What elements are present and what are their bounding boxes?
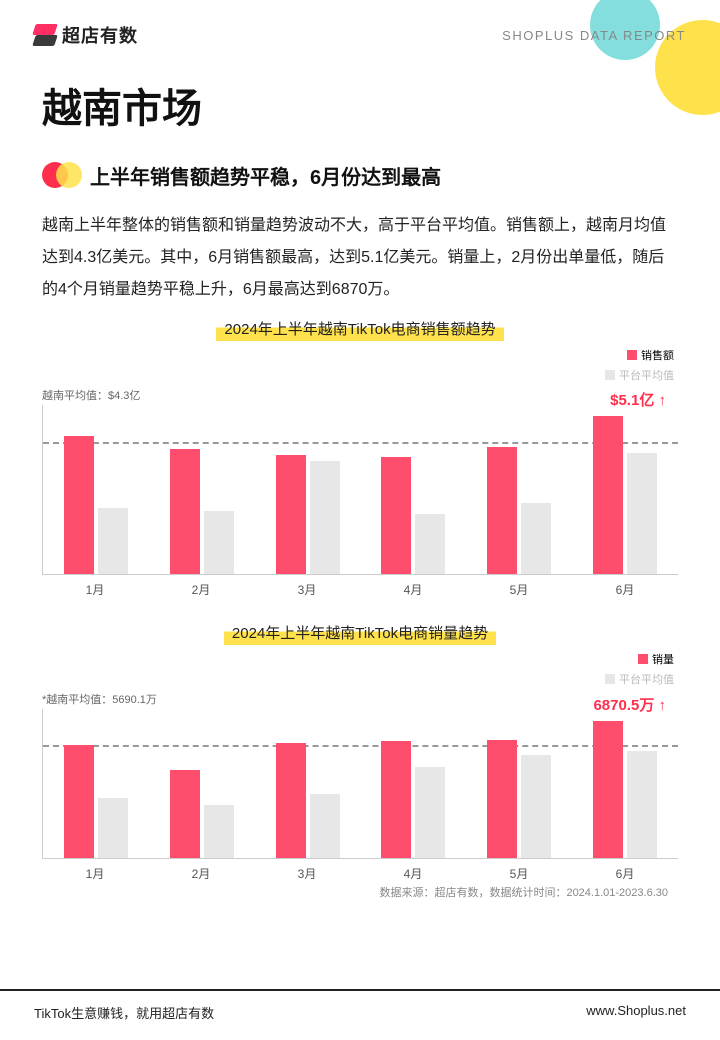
bar-primary [593,416,623,574]
footer-url: www.Shoplus.net [586,1003,686,1022]
bar-group [572,405,678,574]
bar-group [466,405,572,574]
x-tick-label: 1月 [42,581,148,598]
brand-logo-icon [34,24,56,46]
bar-secondary [627,453,657,574]
bar-group [360,405,466,574]
chart2-plot-area: 6870.5万 ↑ [42,709,678,859]
chart1-bars [43,405,678,574]
chart2-title: 2024年上半年越南TikTok电商销量趋势 [224,620,496,645]
x-tick-label: 5月 [466,581,572,598]
chart2-legend: 销量 平台平均值 [42,651,678,687]
bar-primary [64,745,94,858]
bar-secondary [310,794,340,858]
bar-group [255,405,361,574]
chart1-title: 2024年上半年越南TikTok电商销售额趋势 [216,316,503,341]
x-tick-label: 6月 [572,865,678,882]
bar-secondary [98,508,128,574]
bar-group [43,709,149,858]
chart2-bars [43,709,678,858]
chart1-x-axis: 1月2月3月4月5月6月 [42,581,678,598]
bar-secondary [521,755,551,858]
bar-group [43,405,149,574]
chart2-x-axis: 1月2月3月4月5月6月 [42,865,678,882]
chart1-avg-label: 越南平均值：$4.3亿 [42,387,678,403]
bar-primary [276,455,306,574]
bar-primary [381,457,411,574]
bar-secondary [627,751,657,858]
sales-amount-chart: 2024年上半年越南TikTok电商销售额趋势 销售额 平台平均值 越南平均值：… [42,316,678,598]
bar-primary [381,741,411,858]
bar-secondary [204,511,234,574]
footer-tagline: TikTok生意赚钱，就用超店有数 [34,1003,214,1022]
x-tick-label: 3月 [254,581,360,598]
bar-primary [64,436,94,574]
x-tick-label: 2月 [148,865,254,882]
bar-primary [593,721,623,858]
x-tick-label: 6月 [572,581,678,598]
bar-secondary [415,514,445,574]
legend-label-secondary: 平台平均值 [619,367,674,383]
bar-group [360,709,466,858]
x-tick-label: 3月 [254,865,360,882]
bar-primary [487,740,517,858]
header: 超店有数 SHOPLUS DATA REPORT [0,0,720,48]
legend-swatch-primary [638,654,648,664]
bar-secondary [521,503,551,574]
footer: TikTok生意赚钱，就用超店有数 www.Shoplus.net [0,989,720,1040]
body-paragraph: 越南上半年整体的销售额和销量趋势波动不大，高于平台平均值。销售额上，越南月均值达… [42,210,678,306]
chart1-plot-area: $5.1亿 ↑ [42,405,678,575]
brand-logo: 超店有数 [34,22,138,48]
bar-group [255,709,361,858]
x-tick-label: 5月 [466,865,572,882]
bar-group [149,709,255,858]
subtitle-bullet-icon [42,160,80,190]
bar-secondary [415,767,445,858]
x-tick-label: 2月 [148,581,254,598]
page-title: 越南市场 [42,76,678,134]
x-tick-label: 4月 [360,865,466,882]
legend-swatch-primary [627,350,637,360]
bar-group [149,405,255,574]
bar-group [466,709,572,858]
legend-swatch-secondary [605,674,615,684]
subtitle-text: 上半年销售额趋势平稳，6月份达到最高 [90,161,441,190]
legend-label-primary: 销量 [652,651,674,667]
bar-primary [487,447,517,574]
chart2-avg-label: *越南平均值：5690.1万 [42,691,678,707]
chart1-legend: 销售额 平台平均值 [42,347,678,383]
bar-primary [170,449,200,574]
bar-primary [276,743,306,858]
bar-primary [170,770,200,858]
legend-swatch-secondary [605,370,615,380]
x-tick-label: 4月 [360,581,466,598]
x-tick-label: 1月 [42,865,148,882]
subtitle-row: 上半年销售额趋势平稳，6月份达到最高 [42,160,678,190]
bar-secondary [204,805,234,858]
bar-secondary [98,798,128,858]
data-source-note: 数据来源：超店有数，数据统计时间：2024.1.01-2023.6.30 [42,884,678,900]
sales-volume-chart: 2024年上半年越南TikTok电商销量趋势 销量 平台平均值 *越南平均值：5… [42,620,678,900]
legend-label-primary: 销售额 [641,347,674,363]
bar-group [572,709,678,858]
header-report-label: SHOPLUS DATA REPORT [502,28,686,43]
legend-label-secondary: 平台平均值 [619,671,674,687]
brand-logo-text: 超店有数 [62,22,138,48]
bar-secondary [310,461,340,574]
